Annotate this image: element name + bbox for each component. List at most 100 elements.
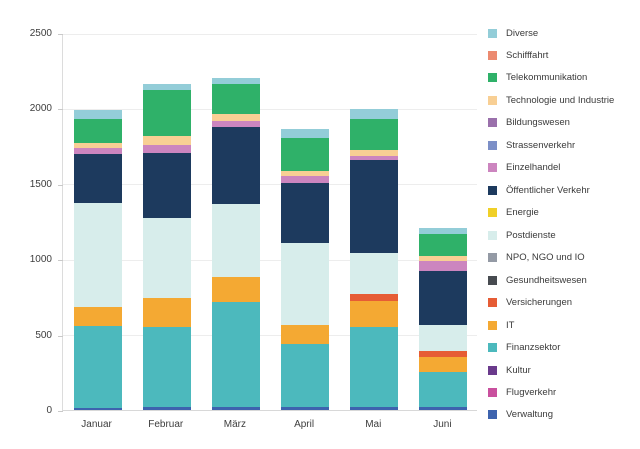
segment-telekommunikation	[142, 90, 191, 136]
bar-april	[281, 128, 330, 410]
segment-postdienste	[211, 204, 260, 278]
segment-verwaltung	[350, 406, 399, 410]
segment-einzelhandel	[73, 148, 122, 155]
legend-swatch-versicherungen	[488, 298, 497, 308]
segment-technologie-und-industrie	[281, 171, 330, 177]
segment-einzelhandel	[211, 120, 260, 128]
segment-verwaltung	[419, 406, 468, 410]
legend-item-diverse: Diverse	[488, 27, 638, 39]
segment-finanzsektor	[419, 372, 468, 407]
legend-item-versicherungen: Versicherungen	[488, 297, 638, 309]
legend-item-strassenverkehr: Strassenverkehr	[488, 139, 638, 151]
y-tick-label-0: 0	[46, 405, 52, 416]
legend-item-schifffahrt: Schifffahrt	[488, 49, 638, 61]
segment-verwaltung	[73, 407, 122, 410]
legend-item-postdienste: Postdienste	[488, 229, 638, 241]
segment-postdienste	[281, 242, 330, 325]
segment-versicherungen	[419, 351, 468, 358]
gridline-1000	[63, 259, 477, 261]
segment-einzelhandel	[142, 145, 191, 153]
segment-telekommunikation	[350, 119, 399, 150]
legend-swatch-einzelhandel	[488, 163, 497, 173]
y-tick-500	[58, 335, 63, 337]
y-tick-1500	[58, 184, 63, 186]
segment-technologie-und-industrie	[350, 149, 399, 156]
legend-swatch-npo-ngo-und-io	[488, 253, 497, 263]
segment-öffentlicher-verkehr	[281, 183, 330, 243]
x-tick-label-juni: Juni	[433, 419, 452, 430]
segment-it	[350, 300, 399, 328]
gridline-500	[63, 335, 477, 337]
segment-technologie-und-industrie	[211, 114, 260, 121]
segment-öffentlicher-verkehr	[211, 127, 260, 205]
segment-postdienste	[419, 324, 468, 352]
segment-diverse	[350, 109, 399, 120]
legend-swatch-diverse	[488, 28, 497, 38]
y-tick-0	[58, 411, 63, 412]
legend: Diverse Schifffahrt Telekommunikation Techn…	[488, 27, 638, 421]
legend-item-technologie-und-industrie: Technologie und Industrie	[488, 94, 638, 106]
legend-label-postdienste: Postdienste	[506, 229, 556, 241]
legend-swatch-technologie-und-industrie	[488, 95, 497, 105]
legend-item-öffentlicher-verkehr: Öffentlicher Verkehr	[488, 184, 638, 196]
segment-einzelhandel	[350, 155, 399, 160]
segment-postdienste	[142, 217, 191, 298]
legend-swatch-bildungswesen	[488, 118, 497, 128]
legend-label-telekommunikation: Telekommunikation	[506, 72, 588, 84]
bar-märz	[211, 77, 260, 410]
legend-item-einzelhandel: Einzelhandel	[488, 162, 638, 174]
segment-finanzsektor	[281, 343, 330, 407]
gridline-2000	[63, 108, 477, 110]
legend-label-gesundheitswesen: Gesundheitswesen	[506, 274, 587, 286]
y-tick-1000	[58, 260, 63, 262]
legend-swatch-finanzsektor	[488, 343, 497, 353]
legend-label-npo-ngo-und-io: NPO, NGO und IO	[506, 252, 585, 264]
segment-öffentlicher-verkehr	[73, 154, 122, 203]
segment-diverse	[211, 77, 260, 84]
segment-einzelhandel	[419, 260, 468, 271]
y-tick-label-2500: 2500	[29, 28, 52, 39]
legend-item-gesundheitswesen: Gesundheitswesen	[488, 274, 638, 286]
legend-item-it: IT	[488, 319, 638, 331]
segment-öffentlicher-verkehr	[350, 159, 399, 254]
plot-area	[58, 33, 477, 412]
gridline-2500	[63, 33, 477, 35]
bar-mai	[350, 109, 399, 410]
segment-öffentlicher-verkehr	[142, 152, 191, 218]
legend-label-einzelhandel: Einzelhandel	[506, 162, 561, 174]
segment-finanzsektor	[211, 302, 260, 407]
y-tick-label-500: 500	[35, 329, 52, 341]
legend-item-telekommunikation: Telekommunikation	[488, 72, 638, 84]
x-tick-label-mai: Mai	[365, 419, 382, 430]
legend-label-finanzsektor: Finanzsektor	[506, 342, 561, 354]
legend-label-öffentlicher-verkehr: Öffentlicher Verkehr	[506, 184, 590, 196]
segment-diverse	[73, 109, 122, 120]
gridline-1500	[63, 184, 477, 186]
x-tick-label-april: April	[294, 419, 315, 430]
segment-verwaltung	[142, 406, 191, 410]
segment-telekommunikation	[281, 137, 330, 172]
legend-label-technologie-und-industrie: Technologie und Industrie	[506, 94, 615, 106]
segment-finanzsektor	[73, 326, 122, 408]
y-tick-2000	[58, 109, 63, 111]
legend-item-finanzsektor: Finanzsektor	[488, 342, 638, 354]
segment-versicherungen	[350, 293, 399, 301]
x-tick-label-märz: März	[223, 419, 247, 430]
legend-label-flugverkehr: Flugverkehr	[506, 387, 557, 398]
segment-technologie-und-industrie	[142, 135, 191, 146]
legend-item-bildungswesen: Bildungswesen	[488, 117, 638, 129]
segment-postdienste	[73, 202, 122, 307]
y-tick-label-2000: 2000	[29, 103, 52, 115]
legend-item-energie: Energie	[488, 207, 638, 219]
y-tick-label-1000: 1000	[29, 254, 52, 266]
legend-label-it: IT	[506, 319, 515, 331]
legend-label-diverse: Diverse	[506, 27, 539, 39]
legend-swatch-it	[488, 320, 497, 330]
legend-swatch-verwaltung	[488, 410, 497, 420]
legend-label-verwaltung: Verwaltung	[506, 409, 554, 421]
legend-label-schifffahrt: Schifffahrt	[506, 49, 549, 61]
legend-swatch-telekommunikation	[488, 73, 497, 83]
legend-swatch-postdienste	[488, 230, 497, 240]
segment-it	[142, 297, 191, 328]
